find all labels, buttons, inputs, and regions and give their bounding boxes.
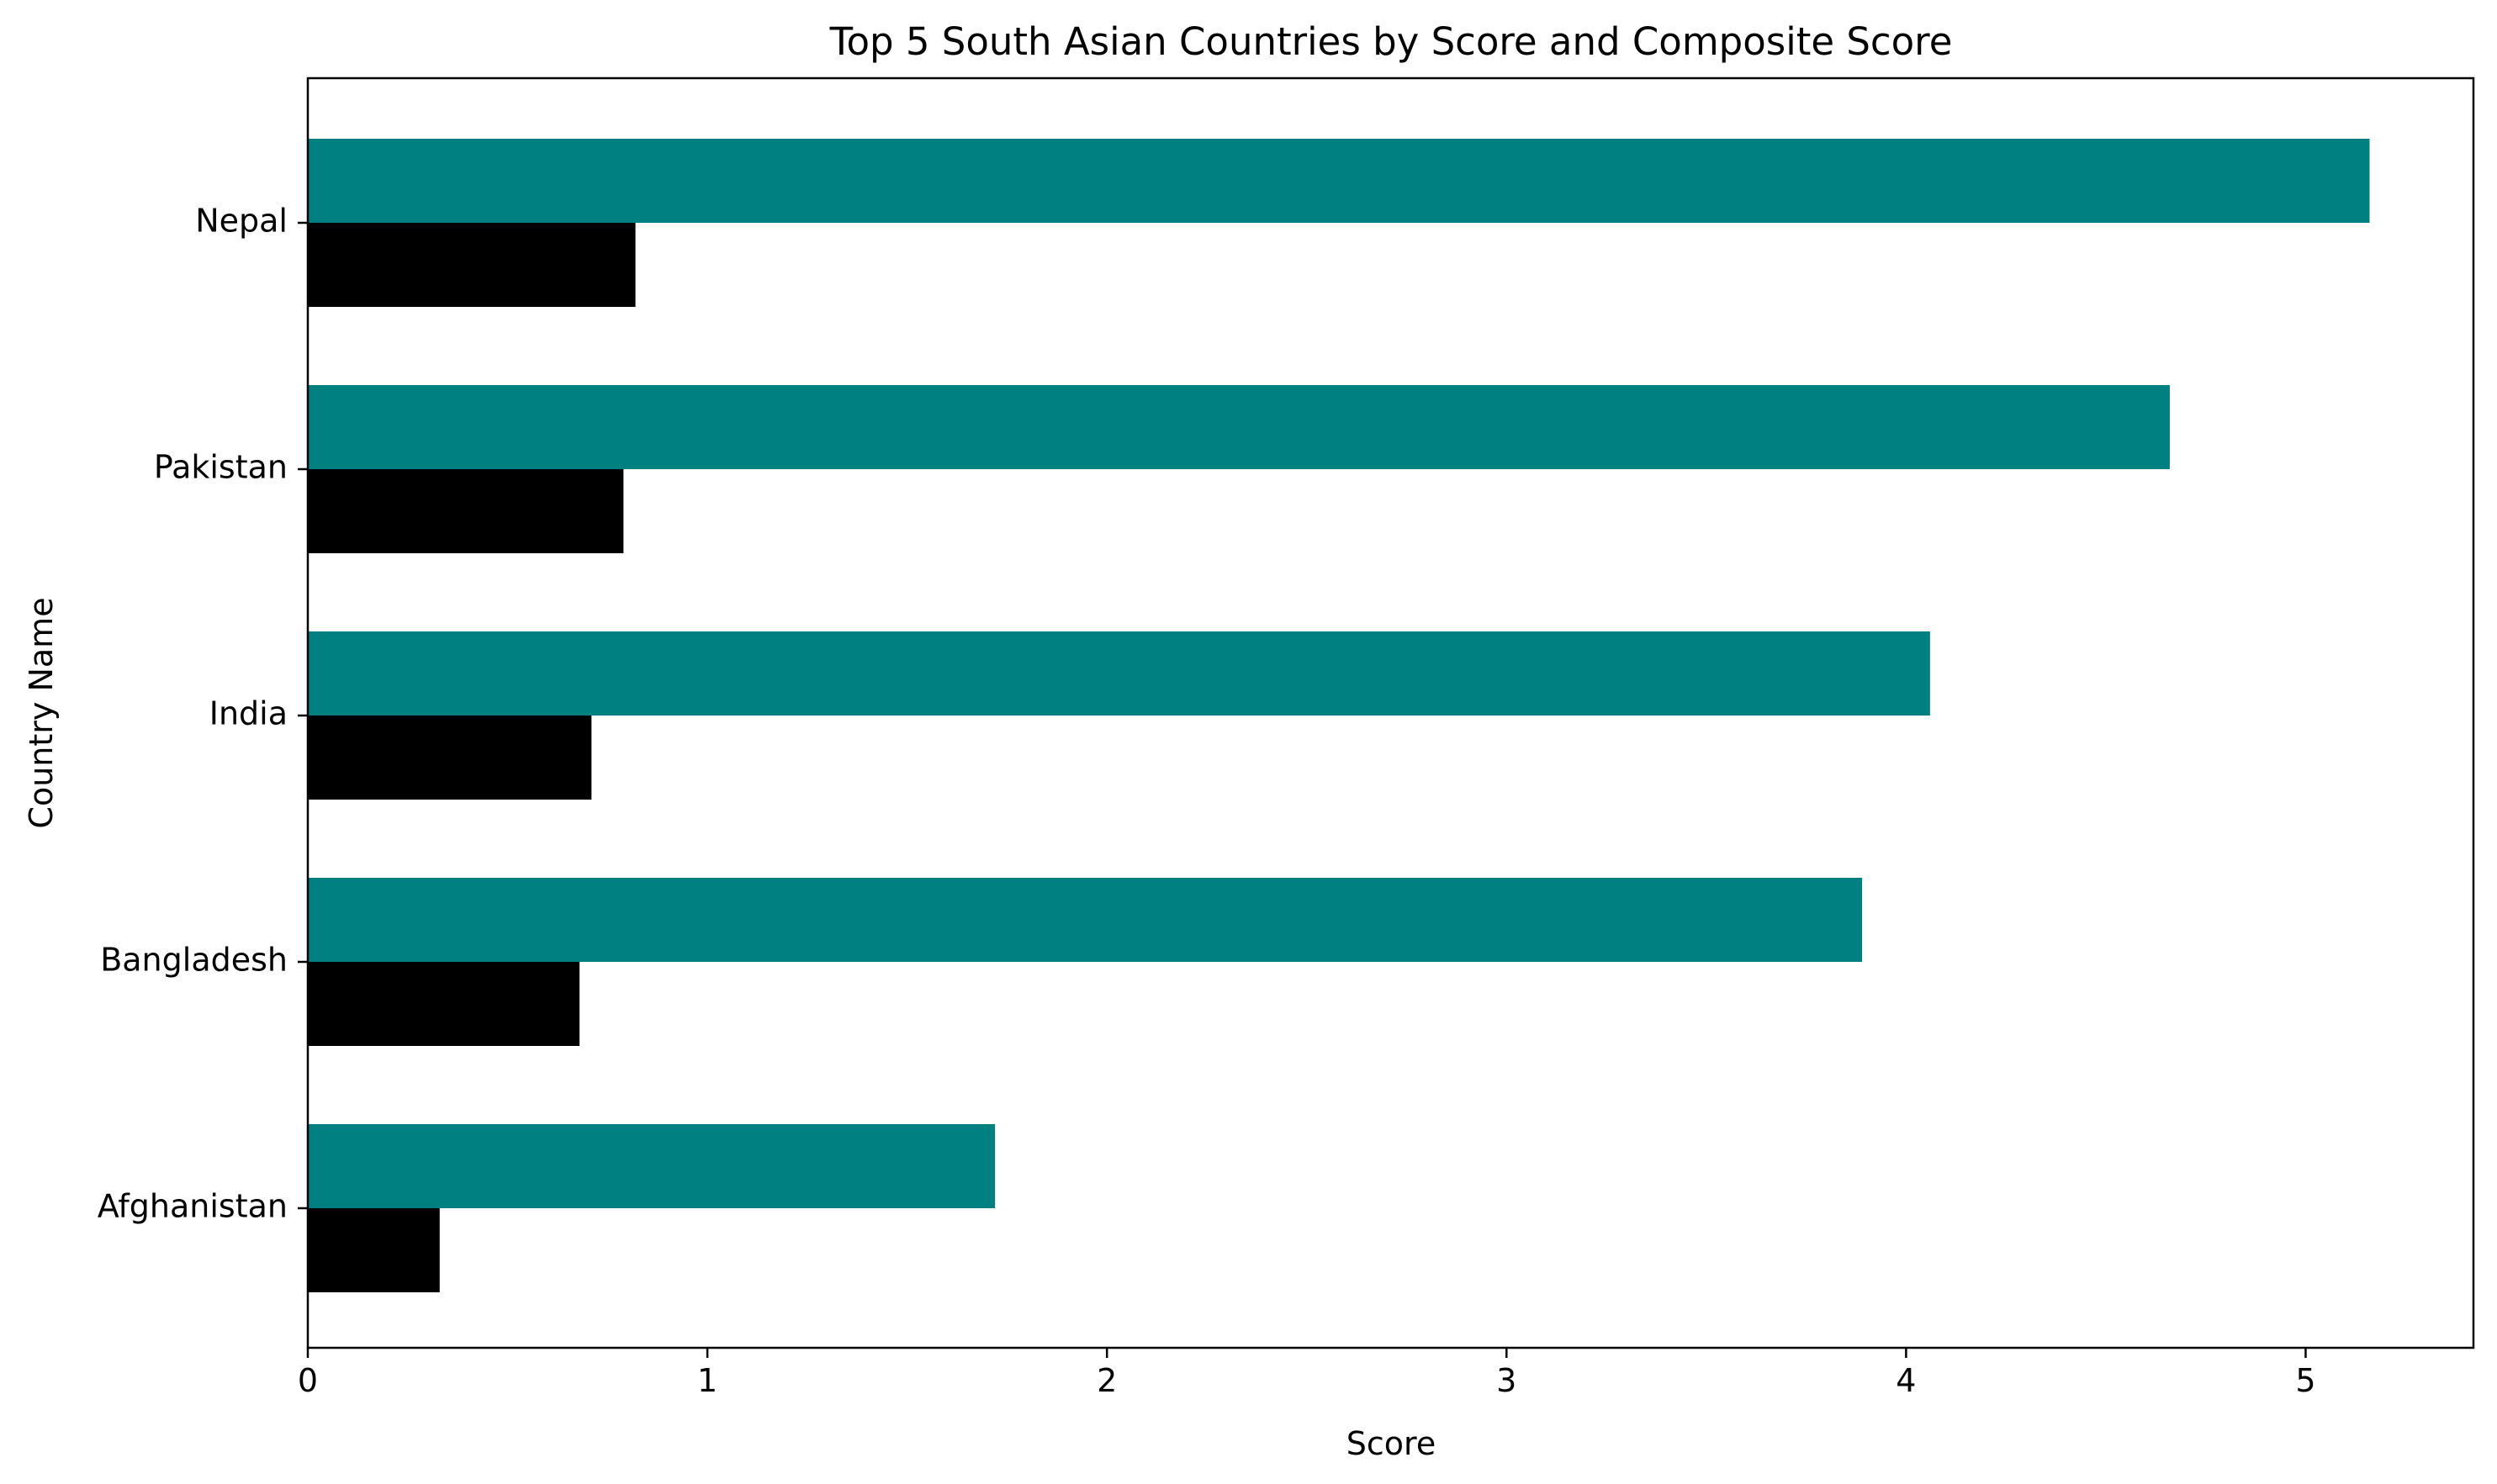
bar-nepal-series-1 xyxy=(308,139,2370,223)
x-tick-label-5: 5 xyxy=(2295,1362,2315,1399)
x-tick-label-1: 1 xyxy=(697,1362,717,1399)
bar-india-series-2 xyxy=(308,716,592,800)
chart-title: Top 5 South Asian Countries by Score and… xyxy=(829,19,1953,64)
y-tick-label-nepal: Nepal xyxy=(195,203,288,240)
y-axis-label: Country Name xyxy=(23,597,60,828)
bar-pakistan-series-1 xyxy=(308,385,2170,469)
x-axis-label: Score xyxy=(1346,1425,1436,1462)
bar-afghanistan-series-2 xyxy=(308,1208,440,1292)
bar-pakistan-series-2 xyxy=(308,469,624,553)
y-tick-label-india: India xyxy=(209,695,288,732)
bars-layer xyxy=(308,139,2370,1292)
x-axis-ticks: 0 1 2 3 4 5 xyxy=(298,1348,2316,1399)
y-tick-label-afghanistan: Afghanistan xyxy=(98,1188,288,1225)
plot-frame xyxy=(306,77,2475,1349)
x-tick-label-2: 2 xyxy=(1097,1362,1117,1399)
bar-afghanistan-series-1 xyxy=(308,1124,996,1208)
x-tick-label-3: 3 xyxy=(1496,1362,1516,1399)
bar-bangladesh-series-1 xyxy=(308,878,1863,962)
y-axis-ticks: Nepal Pakistan India Bangladesh Afghanistan xyxy=(98,203,308,1225)
y-tick-label-bangladesh: Bangladesh xyxy=(100,942,288,979)
bar-nepal-series-2 xyxy=(308,223,636,307)
x-tick-label-0: 0 xyxy=(298,1362,318,1399)
y-tick-label-pakistan: Pakistan xyxy=(154,449,288,486)
x-tick-label-4: 4 xyxy=(1896,1362,1916,1399)
bar-india-series-1 xyxy=(308,631,1930,716)
bar-bangladesh-series-2 xyxy=(308,962,580,1046)
